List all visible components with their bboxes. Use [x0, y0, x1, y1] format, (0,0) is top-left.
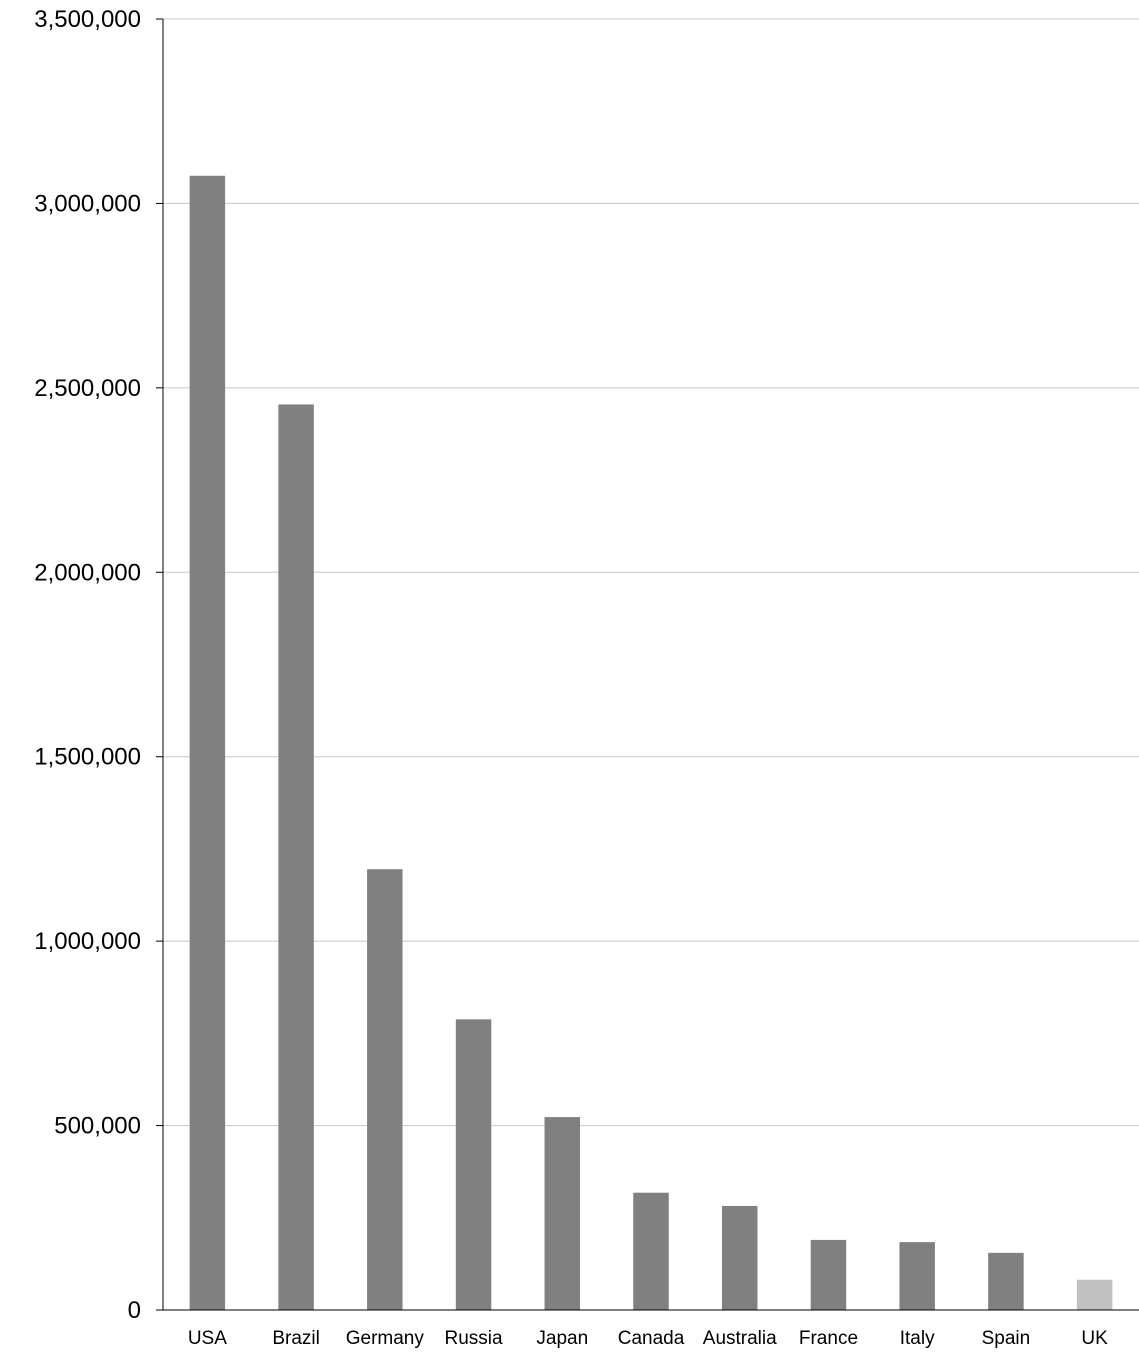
- y-tick-label: 3,000,000: [34, 190, 141, 217]
- x-tick-label: France: [799, 1328, 858, 1349]
- bar-brazil: [278, 404, 314, 1311]
- y-tick-label: 500,000: [54, 1113, 141, 1140]
- y-tick-label: 0: [128, 1297, 141, 1324]
- bars: [189, 175, 1113, 1311]
- y-tick-label: 1,000,000: [34, 928, 141, 955]
- bar-australia: [721, 1205, 758, 1310]
- y-tick-labels: 0 500,000 1,000,000 1,500,000 2,000,000 2,500…: [34, 6, 163, 1324]
- bar-usa: [189, 175, 226, 1310]
- x-tick-label: Canada: [618, 1328, 685, 1349]
- x-tick-label: Germany: [346, 1328, 425, 1349]
- bar-germany: [367, 869, 403, 1310]
- x-tick-label: Australia: [703, 1328, 777, 1349]
- x-tick-labels: USA Brazil Germany Russia Japan Canada Austral…: [188, 1328, 1108, 1349]
- x-tick-label: UK: [1081, 1328, 1108, 1349]
- x-tick-label: Russia: [445, 1328, 504, 1349]
- bar-japan: [544, 1117, 581, 1310]
- x-tick-label: Brazil: [272, 1328, 320, 1349]
- bar-france: [810, 1239, 847, 1310]
- y-tick-label: 2,000,000: [34, 559, 141, 586]
- x-tick-label: USA: [188, 1328, 227, 1349]
- bar-italy: [899, 1242, 935, 1310]
- bar-russia: [455, 1019, 492, 1310]
- gridlines: [163, 18, 1139, 1127]
- x-tick-label: Italy: [900, 1328, 935, 1349]
- bar-canada: [633, 1192, 669, 1310]
- x-tick-label: Spain: [982, 1328, 1031, 1349]
- y-tick-label: 3,500,000: [34, 6, 141, 33]
- bar-uk: [1076, 1279, 1113, 1310]
- x-tick-label: Japan: [536, 1328, 588, 1349]
- y-tick-label: 2,500,000: [34, 375, 141, 402]
- axes: [162, 19, 1139, 1311]
- y-tick-label: 1,500,000: [34, 744, 141, 771]
- bar-spain: [988, 1252, 1024, 1310]
